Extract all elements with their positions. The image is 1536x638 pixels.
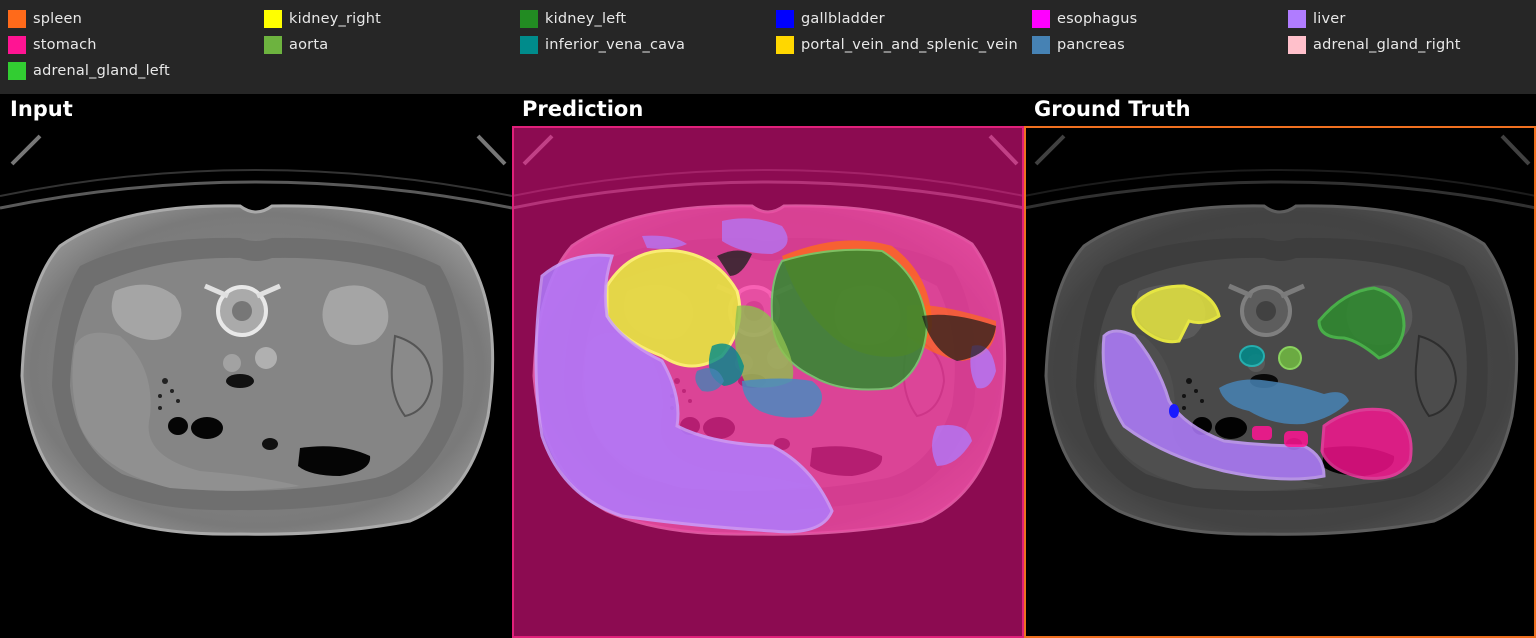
legend-label: aorta	[289, 37, 329, 53]
legend-label: portal_vein_and_splenic_vein	[801, 37, 1018, 53]
legend-label: esophagus	[1057, 11, 1138, 27]
legend-item-gallbladder: gallbladder	[776, 9, 885, 29]
legend-label: kidney_right	[289, 11, 382, 27]
legend-swatch	[520, 10, 538, 28]
legend-label: liver	[1313, 11, 1346, 27]
legend-item-stomach: stomach	[8, 35, 97, 55]
ground-truth-overlay-image	[1024, 126, 1536, 638]
legend-item-portal-vein: portal_vein_and_splenic_vein	[776, 35, 1018, 55]
legend-item-kidney-right: kidney_right	[264, 9, 381, 29]
legend-label: pancreas	[1057, 37, 1125, 53]
legend-item-spleen: spleen	[8, 9, 82, 29]
segmentation-legend: spleen kidney_right kidney_left gallblad…	[0, 0, 1536, 94]
input-ct-image	[0, 126, 512, 638]
legend-swatch	[264, 36, 282, 54]
legend-swatch	[1032, 36, 1050, 54]
input-panel-title: Input	[10, 97, 73, 121]
legend-label: spleen	[33, 11, 83, 27]
legend-swatch	[1288, 36, 1306, 54]
legend-label: stomach	[33, 37, 97, 53]
legend-item-kidney-left: kidney_left	[520, 9, 626, 29]
prediction-overlay-image	[512, 126, 1024, 638]
legend-swatch	[264, 10, 282, 28]
legend-swatch	[8, 10, 26, 28]
prediction-panel-title: Prediction	[522, 97, 644, 121]
legend-label: adrenal_gland_right	[1313, 37, 1461, 53]
legend-swatch	[776, 10, 794, 28]
legend-label: adrenal_gland_left	[33, 63, 170, 79]
legend-swatch	[520, 36, 538, 54]
legend-swatch	[776, 36, 794, 54]
legend-swatch	[1032, 10, 1050, 28]
ground-truth-panel-title: Ground Truth	[1034, 97, 1191, 121]
legend-swatch	[8, 62, 26, 80]
legend-item-esophagus: esophagus	[1032, 9, 1137, 29]
legend-label: kidney_left	[545, 11, 627, 27]
legend-item-adrenal-gland-left: adrenal_gland_left	[8, 61, 170, 81]
legend-swatch	[8, 36, 26, 54]
legend-item-inferior-vena-cava: inferior_vena_cava	[520, 35, 685, 55]
legend-item-pancreas: pancreas	[1032, 35, 1125, 55]
legend-item-liver: liver	[1288, 9, 1346, 29]
legend-item-adrenal-gland-right: adrenal_gland_right	[1288, 35, 1461, 55]
legend-swatch	[1288, 10, 1306, 28]
legend-item-aorta: aorta	[264, 35, 328, 55]
legend-label: gallbladder	[801, 11, 885, 27]
legend-label: inferior_vena_cava	[545, 37, 686, 53]
